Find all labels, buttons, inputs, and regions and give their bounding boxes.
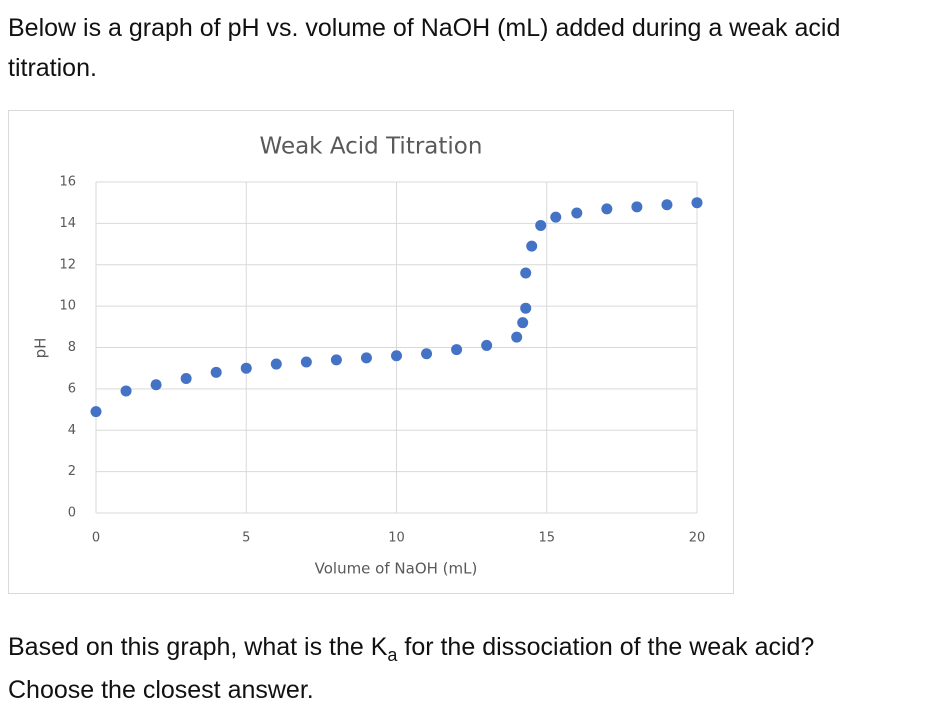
data-point xyxy=(90,406,102,418)
data-point xyxy=(691,197,703,209)
question: Based on this graph, what is the Ka for … xyxy=(8,626,923,708)
y-tick-label: 0 xyxy=(68,506,76,521)
data-point xyxy=(550,211,562,223)
data-point xyxy=(661,199,673,211)
y-tick-label: 6 xyxy=(68,381,76,396)
chart: Weak Acid Titration Volume of NaOH (mL) … xyxy=(8,110,734,594)
question-text: Based on this graph, what is the K xyxy=(8,633,388,661)
instruction: Choose the closest answer. xyxy=(8,676,314,704)
data-point xyxy=(571,207,583,219)
subscript: a xyxy=(387,645,398,665)
data-point xyxy=(520,302,532,314)
x-tick-label: 10 xyxy=(388,531,405,546)
data-point xyxy=(601,203,613,215)
y-tick-label: 4 xyxy=(68,423,76,438)
question-text: for the dissociation of the weak acid? xyxy=(397,633,815,661)
data-point xyxy=(210,366,222,378)
y-tick-label: 8 xyxy=(68,340,76,355)
x-axis-title: Volume of NaOH (mL) xyxy=(315,560,478,578)
data-point xyxy=(481,339,493,351)
x-tick-label: 5 xyxy=(242,531,250,546)
y-axis-title: pH xyxy=(32,338,50,359)
y-tick-label: 14 xyxy=(59,216,76,231)
data-point xyxy=(150,379,162,391)
data-point xyxy=(240,362,252,374)
data-point xyxy=(270,358,282,370)
data-point xyxy=(535,219,547,231)
data-point xyxy=(511,331,523,343)
data-point xyxy=(517,317,529,329)
data-point xyxy=(180,373,192,385)
data-point xyxy=(631,201,643,213)
data-point xyxy=(520,267,532,279)
x-tick-label: 20 xyxy=(689,531,706,546)
y-tick-label: 16 xyxy=(59,175,76,190)
intro-text: Below is a graph of pH vs. volume of NaO… xyxy=(8,14,841,82)
data-point xyxy=(360,352,372,364)
data-point xyxy=(330,354,342,366)
y-tick-label: 12 xyxy=(59,257,76,272)
data-point xyxy=(391,350,402,362)
x-tick-label: 15 xyxy=(538,531,555,546)
y-tick-label: 10 xyxy=(59,299,76,314)
y-tick-label: 2 xyxy=(68,464,76,479)
x-tick-label: 0 xyxy=(92,531,100,546)
data-point xyxy=(451,344,463,356)
chart-title: Weak Acid Titration xyxy=(260,134,483,160)
data-point xyxy=(120,385,132,397)
data-point xyxy=(526,240,538,252)
data-point xyxy=(421,348,433,360)
data-point xyxy=(300,356,312,368)
